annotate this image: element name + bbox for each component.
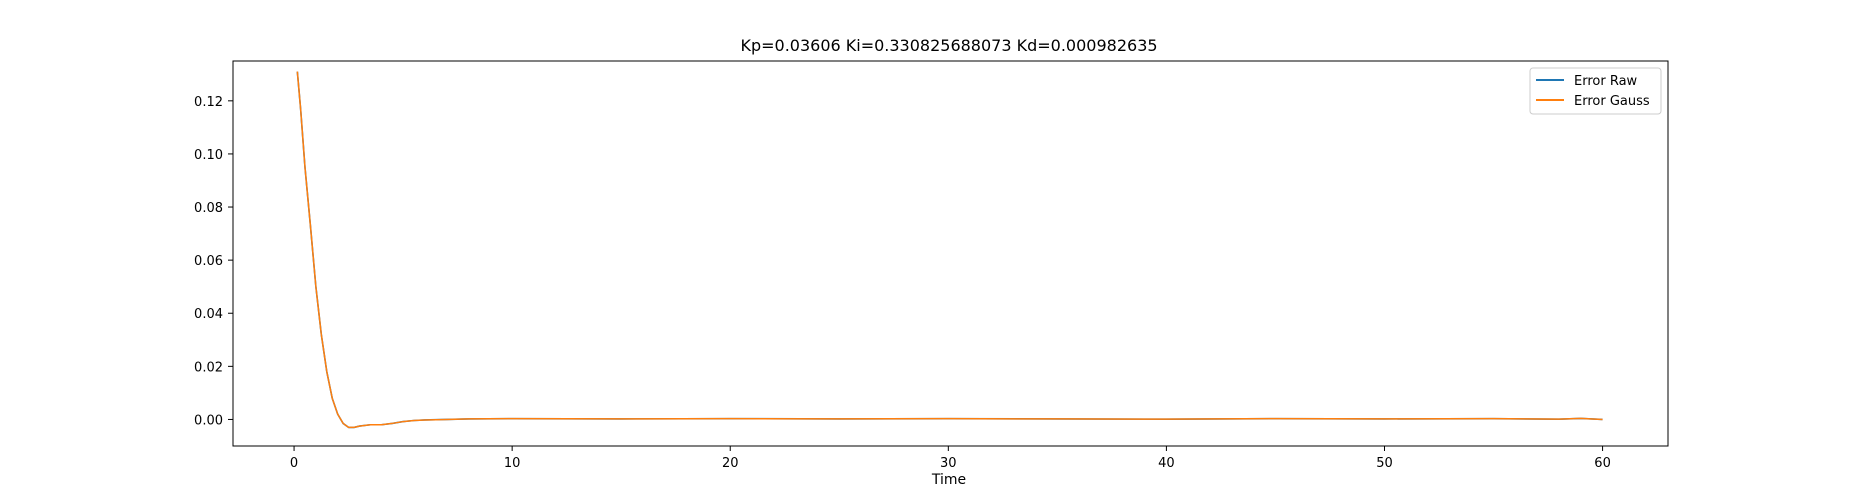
plot-frame bbox=[232, 60, 1669, 447]
x-tick-label: 0 bbox=[290, 456, 298, 471]
x-tick-label: 10 bbox=[504, 456, 521, 471]
x-axis-ticks: 0 10 20 30 40 50 60 bbox=[290, 446, 1611, 471]
series-line-error-raw bbox=[296, 71, 1603, 429]
y-tick-label: 0.12 bbox=[194, 95, 223, 110]
legend-entry: Error Raw bbox=[1574, 74, 1638, 89]
y-tick-label: 0.08 bbox=[194, 201, 223, 216]
x-axis-label: Time bbox=[931, 472, 966, 488]
chart-title: Kp=0.03606 Ki=0.330825688073 Kd=0.000982… bbox=[740, 36, 1157, 55]
x-tick-label: 50 bbox=[1376, 456, 1393, 471]
x-tick-label: 60 bbox=[1594, 456, 1611, 471]
x-tick-label: 20 bbox=[722, 456, 739, 471]
legend-entry: Error Gauss bbox=[1574, 94, 1650, 109]
series-line-error-gauss bbox=[296, 71, 1603, 429]
x-tick-label: 30 bbox=[940, 456, 957, 471]
legend: Error Raw Error Gauss bbox=[1529, 67, 1662, 115]
y-tick-label: 0.10 bbox=[194, 148, 223, 163]
y-tick-label: 0.00 bbox=[194, 413, 223, 428]
x-tick-label: 40 bbox=[1158, 456, 1175, 471]
series-layer bbox=[296, 71, 1603, 429]
y-tick-label: 0.06 bbox=[194, 254, 223, 269]
y-tick-label: 0.02 bbox=[194, 360, 223, 375]
y-tick-label: 0.04 bbox=[194, 307, 223, 322]
y-axis-ticks: 0.00 0.02 0.04 0.06 0.08 0.10 0.12 bbox=[194, 95, 233, 428]
